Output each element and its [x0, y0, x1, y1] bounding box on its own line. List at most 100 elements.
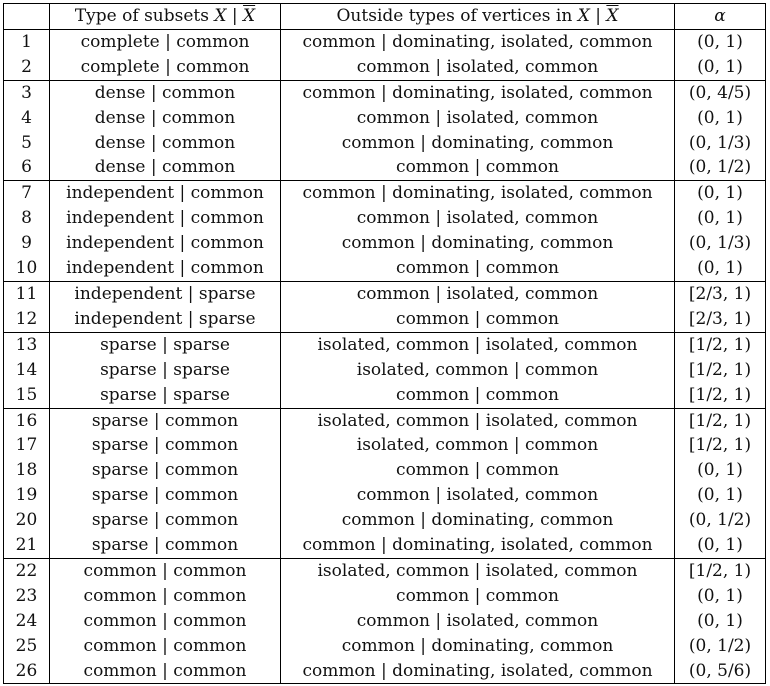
alpha-interval: (0, 1) — [674, 458, 766, 484]
table-row: 9 independent | common common | dominating… — [3, 231, 766, 257]
outside-types: common | dominating, isolated, common — [280, 79, 675, 106]
row-number: 2 — [3, 54, 50, 81]
row-number: 19 — [3, 483, 50, 509]
row-number: 23 — [3, 583, 50, 609]
header-type-label: Type of subsets — [74, 6, 215, 26]
subset-type: sparse | sparse — [49, 331, 281, 358]
row-number: 25 — [3, 633, 50, 659]
outside-types: isolated, common | common — [280, 357, 675, 383]
subset-type: common | common — [49, 633, 281, 659]
header-type-of-subsets: Type of subsets X | X — [49, 3, 281, 30]
row-number: 10 — [3, 256, 50, 282]
row-number: 11 — [3, 280, 50, 307]
outside-types: isolated, common | common — [280, 433, 675, 459]
table-row: 4 dense | common common | isolated, common… — [3, 105, 766, 131]
row-number: 4 — [3, 105, 50, 131]
subset-type: independent | sparse — [49, 280, 281, 307]
outside-types: common | isolated, common — [280, 483, 675, 509]
outside-types: common | common — [280, 256, 675, 282]
outside-types: common | isolated, common — [280, 608, 675, 634]
table-row: 23 common | common common | common (0, 1) — [3, 583, 766, 609]
outside-types: common | common — [280, 583, 675, 609]
alpha-interval: (0, 1/2) — [674, 155, 766, 181]
row-number: 14 — [3, 357, 50, 383]
alpha-interval: (0, 1/2) — [674, 633, 766, 659]
outside-types: common | dominating, isolated, common — [280, 658, 675, 685]
table-row: 12 independent | sparse common | common [2/… — [3, 306, 766, 333]
header-alpha: α — [674, 3, 766, 30]
outside-types: isolated, common | isolated, common — [280, 407, 675, 434]
row-number: 24 — [3, 608, 50, 634]
header-outside-xbar: X — [606, 6, 619, 26]
table-row: 20 sparse | common common | dominating, co… — [3, 508, 766, 534]
subset-type: common | common — [49, 658, 281, 685]
subset-type: independent | common — [49, 206, 281, 232]
subset-type: sparse | common — [49, 483, 281, 509]
table-row: 2 complete | common common | isolated, com… — [3, 54, 766, 81]
subset-type: independent | common — [49, 256, 281, 282]
row-number: 7 — [3, 180, 50, 207]
table-row: 7 independent | common common | dominating… — [3, 180, 766, 207]
outside-types: common | dominating, isolated, common — [280, 180, 675, 207]
row-number: 15 — [3, 382, 50, 408]
table-row: 10 independent | common common | common (0,… — [3, 256, 766, 282]
header-outside-types: Outside types of vertices in X | X — [280, 3, 675, 30]
outside-types: isolated, common | isolated, common — [280, 331, 675, 358]
outside-types: common | dominating, isolated, common — [280, 28, 675, 55]
alpha-interval: (0, 5/6) — [674, 658, 766, 685]
row-number: 18 — [3, 458, 50, 484]
row-number: 20 — [3, 508, 50, 534]
alpha-interval: [1/2, 1) — [674, 407, 766, 434]
subset-type: complete | common — [49, 28, 281, 55]
outside-types: common | dominating, common — [280, 633, 675, 659]
alpha-interval: [1/2, 1) — [674, 357, 766, 383]
subset-type: common | common — [49, 583, 281, 609]
outside-types: common | isolated, common — [280, 206, 675, 232]
subset-type: dense | common — [49, 105, 281, 131]
subset-type: dense | common — [49, 155, 281, 181]
row-number: 13 — [3, 331, 50, 358]
header-outside-x: X — [577, 6, 590, 26]
outside-types: common | isolated, common — [280, 280, 675, 307]
outside-types: common | dominating, common — [280, 130, 675, 156]
outside-types: common | dominating, common — [280, 508, 675, 534]
outside-types: common | common — [280, 382, 675, 408]
alpha-interval: (0, 1/3) — [674, 130, 766, 156]
table-row: 14 sparse | sparse isolated, common | comm… — [3, 357, 766, 383]
alpha-interval: (0, 1) — [674, 583, 766, 609]
header-type-x: X — [214, 6, 227, 26]
alpha-interval: [1/2, 1) — [674, 382, 766, 408]
alpha-interval: [1/2, 1) — [674, 557, 766, 584]
subset-type: common | common — [49, 608, 281, 634]
outside-types: common | common — [280, 155, 675, 181]
alpha-interval: [1/2, 1) — [674, 331, 766, 358]
subset-type: sparse | common — [49, 508, 281, 534]
alpha-interval: (0, 1) — [674, 483, 766, 509]
table-row: 16 sparse | common isolated, common | isol… — [3, 407, 766, 434]
alpha-interval: (0, 1) — [674, 180, 766, 207]
alpha-interval: (0, 1/3) — [674, 231, 766, 257]
subset-type: sparse | common — [49, 533, 281, 559]
outside-types: common | isolated, common — [280, 105, 675, 131]
row-number: 8 — [3, 206, 50, 232]
row-number: 17 — [3, 433, 50, 459]
row-number: 16 — [3, 407, 50, 434]
table-row: 24 common | common common | isolated, comm… — [3, 608, 766, 634]
row-number: 6 — [3, 155, 50, 181]
alpha-interval: [1/2, 1) — [674, 433, 766, 459]
table-row: 19 sparse | common common | isolated, comm… — [3, 483, 766, 509]
subset-type: sparse | sparse — [49, 357, 281, 383]
subset-type: dense | common — [49, 130, 281, 156]
table-row: 15 sparse | sparse common | common [1/2, 1) — [3, 382, 766, 408]
row-number: 21 — [3, 533, 50, 559]
row-number: 5 — [3, 130, 50, 156]
table-row: 3 dense | common common | dominating, isol… — [3, 79, 766, 106]
alpha-interval: (0, 1/2) — [674, 508, 766, 534]
table-row: 26 common | common common | dominating, is… — [3, 658, 766, 685]
outside-types: common | common — [280, 458, 675, 484]
subset-type: sparse | sparse — [49, 382, 281, 408]
table-row: 18 sparse | common common | common (0, 1) — [3, 458, 766, 484]
table-row: 8 independent | common common | isolated, … — [3, 206, 766, 232]
outside-types: isolated, common | isolated, common — [280, 557, 675, 584]
subset-type: sparse | common — [49, 458, 281, 484]
